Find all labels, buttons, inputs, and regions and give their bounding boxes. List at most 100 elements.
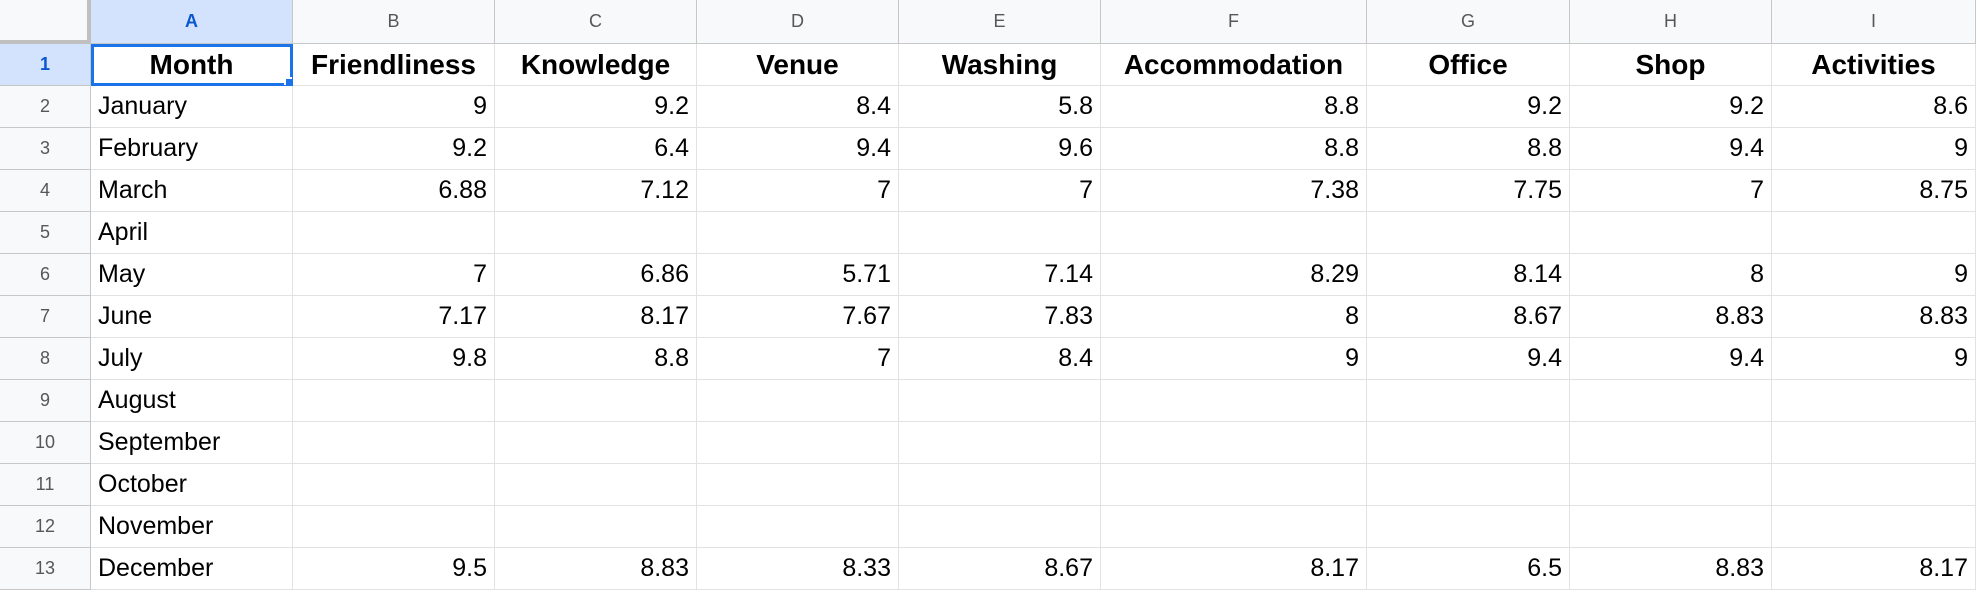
cell-i10[interactable] [1772, 422, 1976, 464]
row-header-9[interactable]: 9 [0, 380, 91, 422]
cell-d4[interactable]: 7 [697, 170, 899, 212]
cell-a13[interactable]: December [91, 548, 293, 590]
header-cell-a1[interactable]: Month [91, 44, 293, 86]
row-header-8[interactable]: 8 [0, 338, 91, 380]
cell-f5[interactable] [1101, 212, 1367, 254]
cell-a12[interactable]: November [91, 506, 293, 548]
cell-b9[interactable] [293, 380, 495, 422]
cell-i11[interactable] [1772, 464, 1976, 506]
cell-h10[interactable] [1570, 422, 1772, 464]
cell-e13[interactable]: 8.67 [899, 548, 1101, 590]
cell-h12[interactable] [1570, 506, 1772, 548]
header-cell-g1[interactable]: Office [1367, 44, 1570, 86]
cell-f3[interactable]: 8.8 [1101, 128, 1367, 170]
cell-g2[interactable]: 9.2 [1367, 86, 1570, 128]
cell-g4[interactable]: 7.75 [1367, 170, 1570, 212]
column-header-i[interactable]: I [1772, 0, 1976, 44]
cell-f7[interactable]: 8 [1101, 296, 1367, 338]
column-header-b[interactable]: B [293, 0, 495, 44]
cell-i12[interactable] [1772, 506, 1976, 548]
cell-g7[interactable]: 8.67 [1367, 296, 1570, 338]
cell-i6[interactable]: 9 [1772, 254, 1976, 296]
cell-h13[interactable]: 8.83 [1570, 548, 1772, 590]
header-cell-i1[interactable]: Activities [1772, 44, 1976, 86]
cell-b4[interactable]: 6.88 [293, 170, 495, 212]
cell-h5[interactable] [1570, 212, 1772, 254]
cell-i5[interactable] [1772, 212, 1976, 254]
cell-i4[interactable]: 8.75 [1772, 170, 1976, 212]
cell-a9[interactable]: August [91, 380, 293, 422]
cell-f2[interactable]: 8.8 [1101, 86, 1367, 128]
cell-a2[interactable]: January [91, 86, 293, 128]
cell-i7[interactable]: 8.83 [1772, 296, 1976, 338]
cell-a5[interactable]: April [91, 212, 293, 254]
cell-d13[interactable]: 8.33 [697, 548, 899, 590]
cell-i9[interactable] [1772, 380, 1976, 422]
cell-i3[interactable]: 9 [1772, 128, 1976, 170]
column-header-g[interactable]: G [1367, 0, 1570, 44]
cell-d11[interactable] [697, 464, 899, 506]
header-cell-b1[interactable]: Friendliness [293, 44, 495, 86]
cell-h3[interactable]: 9.4 [1570, 128, 1772, 170]
row-header-5[interactable]: 5 [0, 212, 91, 254]
header-cell-c1[interactable]: Knowledge [495, 44, 697, 86]
cell-f6[interactable]: 8.29 [1101, 254, 1367, 296]
row-header-4[interactable]: 4 [0, 170, 91, 212]
cell-e6[interactable]: 7.14 [899, 254, 1101, 296]
row-header-10[interactable]: 10 [0, 422, 91, 464]
cell-c3[interactable]: 6.4 [495, 128, 697, 170]
cell-h7[interactable]: 8.83 [1570, 296, 1772, 338]
cell-d12[interactable] [697, 506, 899, 548]
cell-f11[interactable] [1101, 464, 1367, 506]
cell-c5[interactable] [495, 212, 697, 254]
cell-e9[interactable] [899, 380, 1101, 422]
header-cell-h1[interactable]: Shop [1570, 44, 1772, 86]
cell-b10[interactable] [293, 422, 495, 464]
column-header-d[interactable]: D [697, 0, 899, 44]
row-header-1[interactable]: 1 [0, 44, 91, 86]
cell-g11[interactable] [1367, 464, 1570, 506]
cell-i13[interactable]: 8.17 [1772, 548, 1976, 590]
cell-a10[interactable]: September [91, 422, 293, 464]
cell-a7[interactable]: June [91, 296, 293, 338]
row-header-13[interactable]: 13 [0, 548, 91, 590]
cell-e5[interactable] [899, 212, 1101, 254]
cell-a11[interactable]: October [91, 464, 293, 506]
cell-f8[interactable]: 9 [1101, 338, 1367, 380]
cell-g5[interactable] [1367, 212, 1570, 254]
row-header-3[interactable]: 3 [0, 128, 91, 170]
cell-b13[interactable]: 9.5 [293, 548, 495, 590]
cell-c8[interactable]: 8.8 [495, 338, 697, 380]
column-header-c[interactable]: C [495, 0, 697, 44]
cell-i2[interactable]: 8.6 [1772, 86, 1976, 128]
cell-a8[interactable]: July [91, 338, 293, 380]
cell-b7[interactable]: 7.17 [293, 296, 495, 338]
column-header-f[interactable]: F [1101, 0, 1367, 44]
cell-b12[interactable] [293, 506, 495, 548]
column-header-h[interactable]: H [1570, 0, 1772, 44]
cell-c13[interactable]: 8.83 [495, 548, 697, 590]
cell-g13[interactable]: 6.5 [1367, 548, 1570, 590]
cell-f12[interactable] [1101, 506, 1367, 548]
cell-b11[interactable] [293, 464, 495, 506]
cell-b6[interactable]: 7 [293, 254, 495, 296]
cell-c7[interactable]: 8.17 [495, 296, 697, 338]
row-header-6[interactable]: 6 [0, 254, 91, 296]
cell-h8[interactable]: 9.4 [1570, 338, 1772, 380]
cell-a4[interactable]: March [91, 170, 293, 212]
cell-d5[interactable] [697, 212, 899, 254]
cell-e8[interactable]: 8.4 [899, 338, 1101, 380]
cell-g12[interactable] [1367, 506, 1570, 548]
cell-a6[interactable]: May [91, 254, 293, 296]
cell-d2[interactable]: 8.4 [697, 86, 899, 128]
column-header-a[interactable]: A [91, 0, 293, 44]
cell-f4[interactable]: 7.38 [1101, 170, 1367, 212]
cell-g8[interactable]: 9.4 [1367, 338, 1570, 380]
cell-e7[interactable]: 7.83 [899, 296, 1101, 338]
cell-f9[interactable] [1101, 380, 1367, 422]
cell-b3[interactable]: 9.2 [293, 128, 495, 170]
cell-h6[interactable]: 8 [1570, 254, 1772, 296]
cell-d6[interactable]: 5.71 [697, 254, 899, 296]
row-header-2[interactable]: 2 [0, 86, 91, 128]
cell-h9[interactable] [1570, 380, 1772, 422]
